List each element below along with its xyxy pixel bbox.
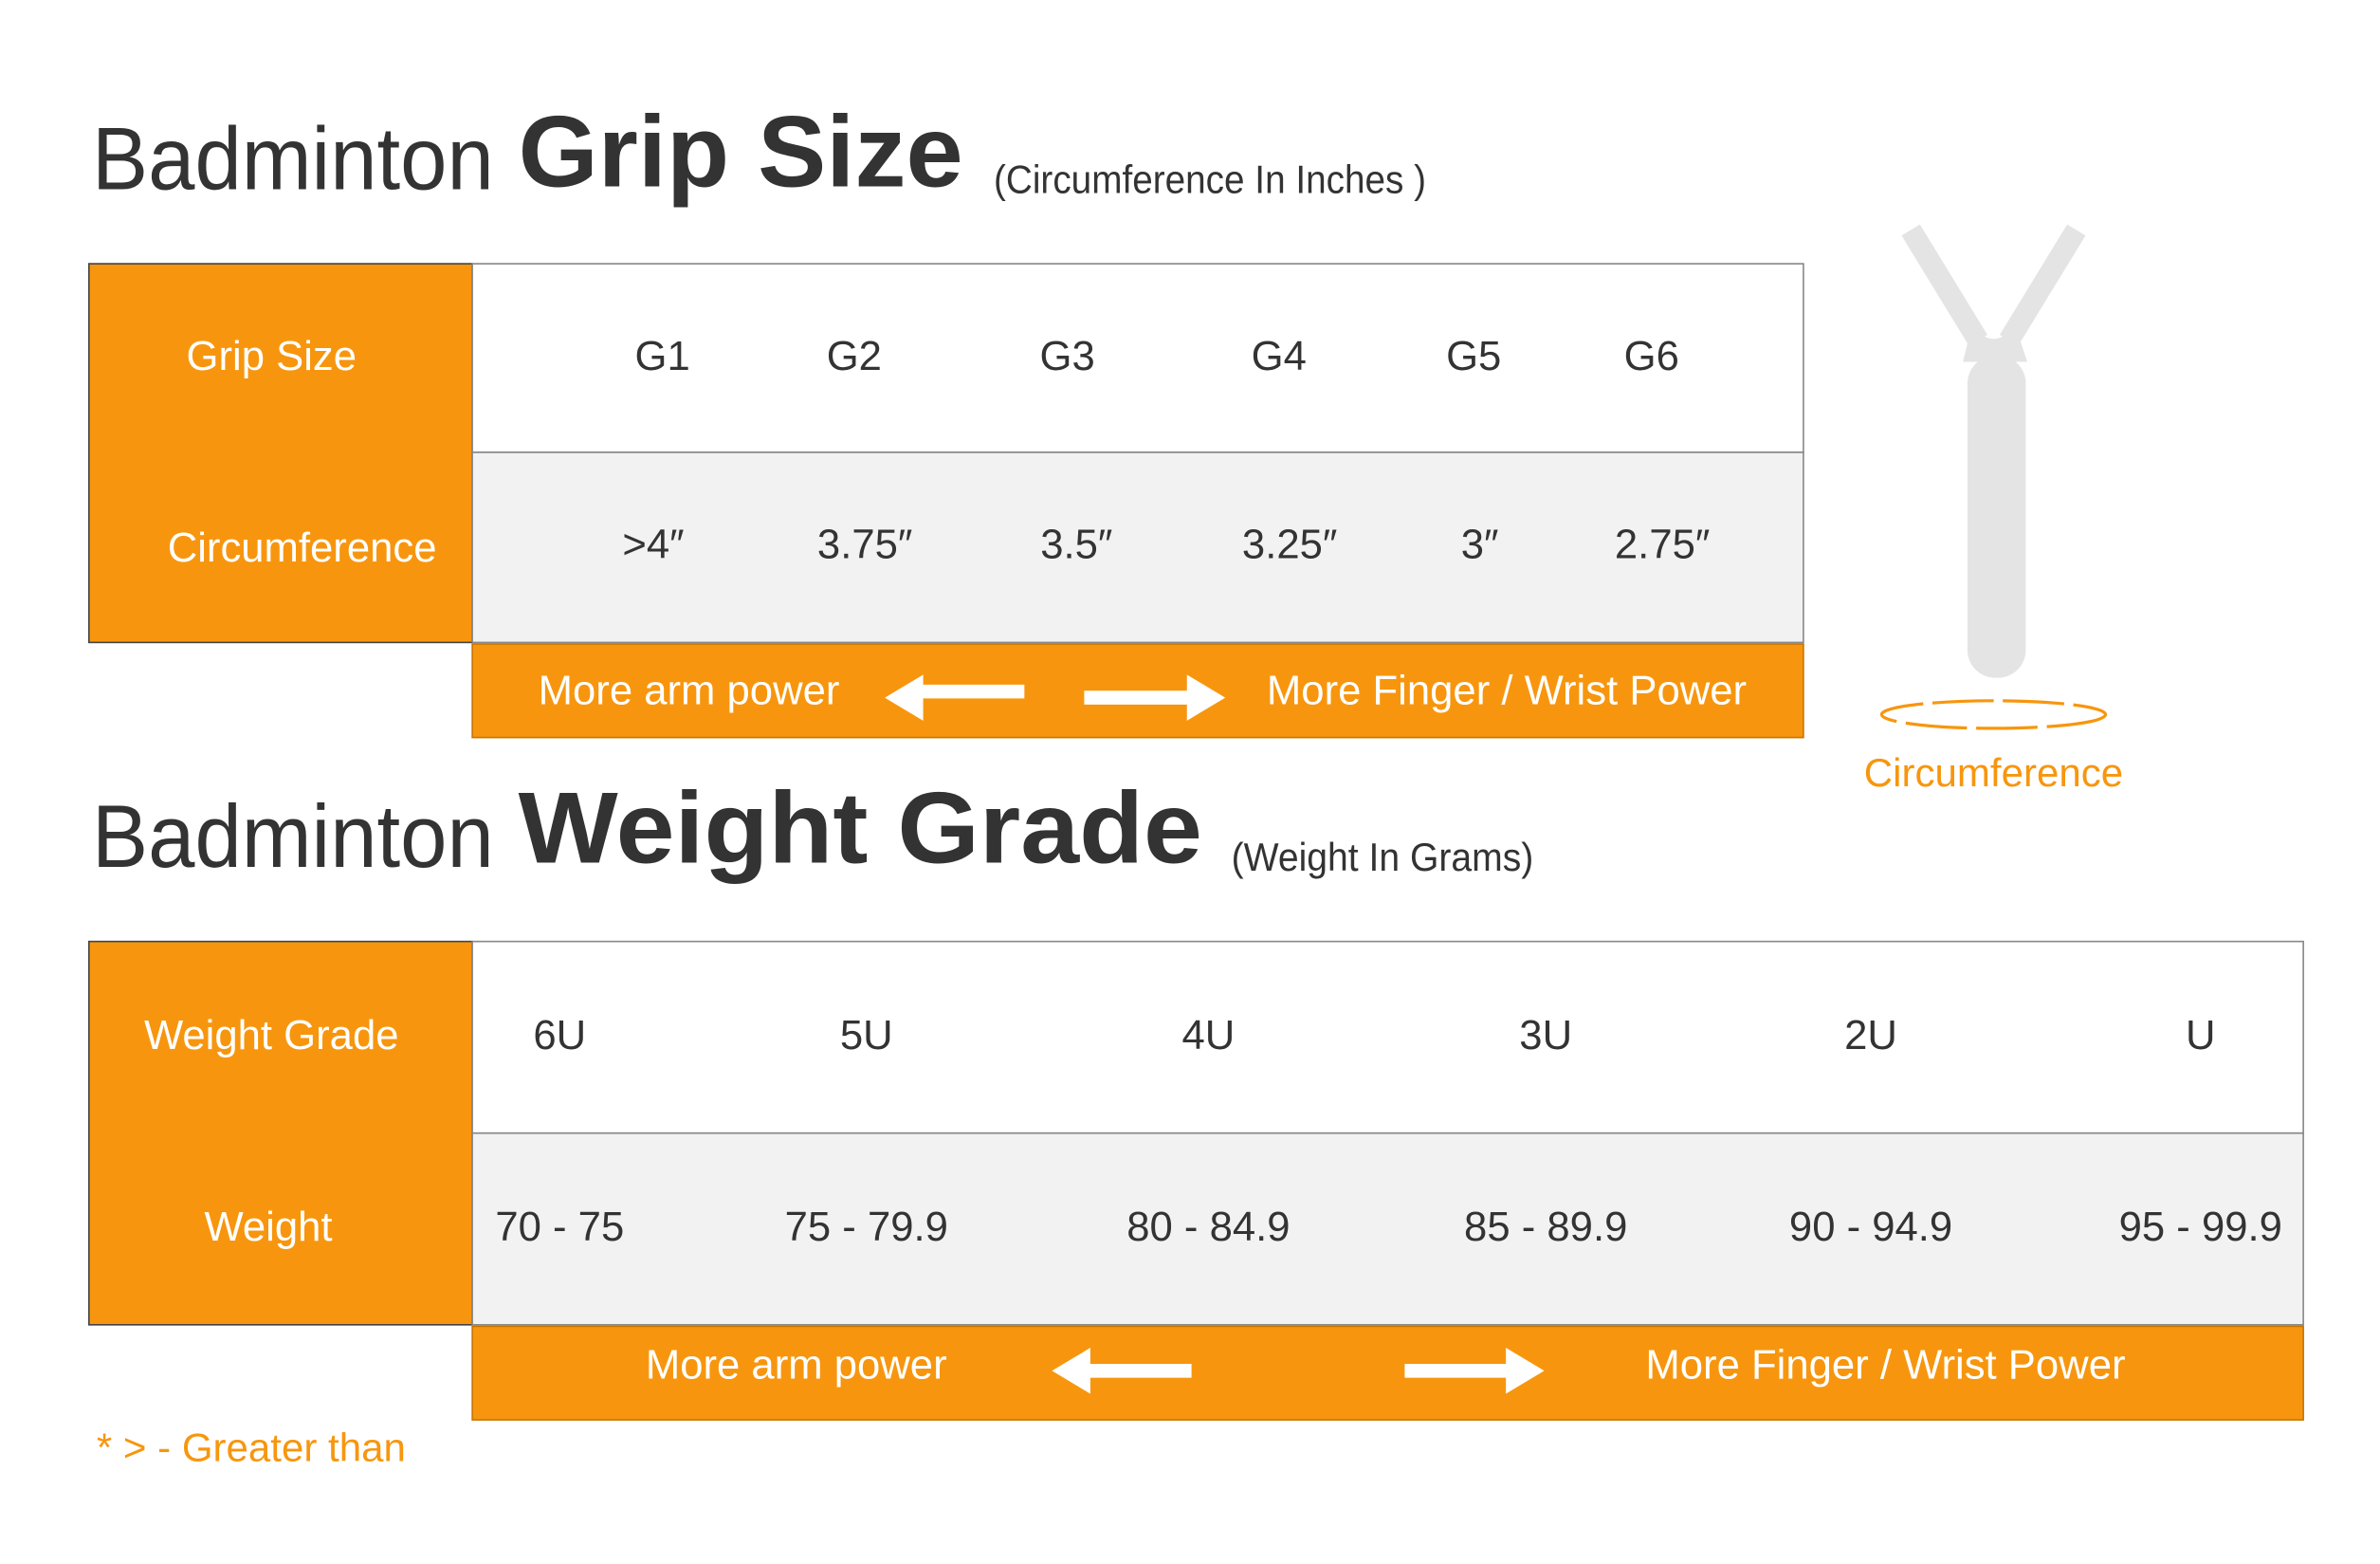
bar-label: More arm power — [539, 667, 840, 713]
power-bar — [471, 1325, 2304, 1421]
weight-grade: U — [2186, 1012, 2216, 1058]
grip-size: G4 — [1252, 333, 1307, 379]
subtitle: (Weight In Grams) — [1232, 835, 1534, 879]
circumference: 3″ — [1461, 522, 1499, 568]
row-header: Weight — [204, 1204, 332, 1250]
diagram-label: Circumference — [1864, 750, 2123, 795]
bar-label: More Finger / Wrist Power — [1267, 667, 1747, 713]
row — [471, 263, 1804, 453]
circumference: 3.25″ — [1242, 522, 1337, 568]
row — [471, 940, 2304, 1134]
weight: 80 - 84.9 — [1126, 1204, 1290, 1250]
row — [471, 451, 1804, 644]
table-cells: G1 G2 G3 G4 G5 G6 >4″ 3.75″ 3.5″ 3.25″ 3″ 2.75″ 6U 5U… — [495, 333, 2282, 1250]
weight: 95 - 99.9 — [2119, 1204, 2282, 1250]
circumference: 3.75″ — [817, 522, 912, 568]
header-column — [87, 940, 473, 1326]
header-column — [87, 263, 473, 644]
arrow-head — [885, 674, 924, 721]
racket-shaft — [1901, 224, 2086, 346]
grip-size: G3 — [1040, 333, 1095, 379]
title-bold: Weight Grade — [519, 770, 1202, 884]
grip-size: G1 — [635, 333, 690, 379]
grip-size: G2 — [827, 333, 882, 379]
circumference: 3.5″ — [1040, 522, 1112, 568]
arrow-head — [1052, 1348, 1090, 1394]
footnote: * > - Greater than — [97, 1425, 406, 1469]
grip-size: G5 — [1446, 333, 1501, 379]
bar-label: More Finger / Wrist Power — [1645, 1342, 2125, 1389]
title-bold: Grip Size — [519, 94, 963, 208]
title-light: Badminton — [92, 108, 494, 208]
title-light: Badminton — [92, 786, 494, 886]
row-header: Weight Grade — [144, 1012, 399, 1058]
circumference: 2.75″ — [1615, 522, 1710, 568]
weight-grade: 6U — [533, 1012, 586, 1058]
circumference: >4″ — [622, 522, 684, 568]
weight-grade: 5U — [840, 1012, 893, 1058]
weight-grade: 4U — [1182, 1012, 1236, 1058]
row-header: Circumference — [168, 524, 437, 571]
row-header: Grip Size — [187, 333, 357, 379]
subtitle: (Circumference In Inches ) — [994, 156, 1426, 201]
weight: 85 - 89.9 — [1464, 1204, 1627, 1250]
circumference-ring — [1879, 699, 2108, 730]
weight: 75 - 79.9 — [785, 1204, 948, 1250]
weight-grade: 3U — [1519, 1012, 1572, 1058]
grip-size: G6 — [1624, 333, 1679, 379]
bar-label: More arm power — [646, 1342, 947, 1389]
arrow-head — [1506, 1348, 1545, 1394]
row — [471, 1132, 2304, 1326]
weight: 70 - 75 — [495, 1204, 624, 1250]
racket-throat — [1963, 324, 2028, 362]
weight-grade: 2U — [1844, 1012, 1897, 1058]
arrow-head — [1186, 674, 1226, 721]
weight: 90 - 94.9 — [1789, 1204, 1952, 1250]
racket-handle — [1967, 356, 2026, 678]
